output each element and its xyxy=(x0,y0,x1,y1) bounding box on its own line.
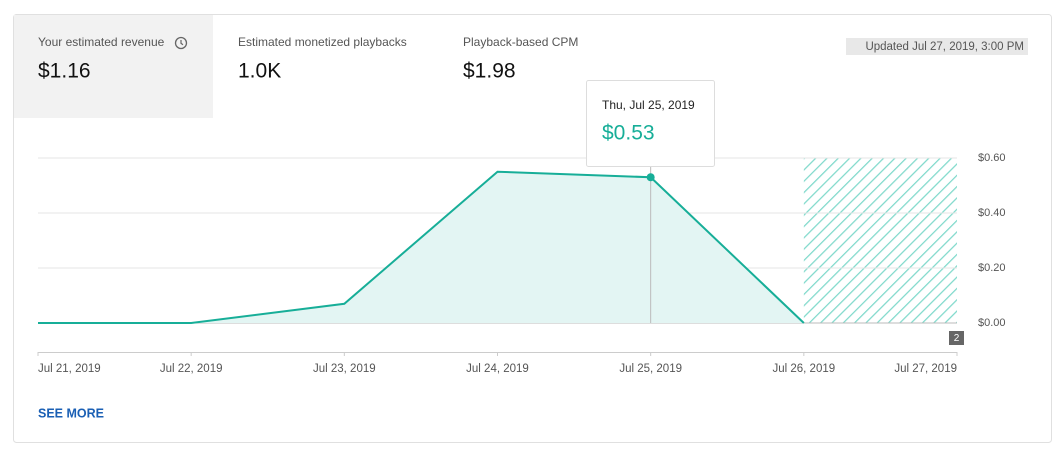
badge-text: 2 xyxy=(954,333,960,344)
clock-hand xyxy=(180,40,184,46)
metric-value: 1.0K xyxy=(238,60,281,83)
x-tick-label: Jul 23, 2019 xyxy=(313,363,376,375)
metric-label: Estimated monetized playbacks xyxy=(238,35,407,49)
see-more-link[interactable]: SEE MORE xyxy=(38,406,104,420)
metric-label: Your estimated revenue xyxy=(38,35,165,49)
x-tick-label: Jul 21, 2019 xyxy=(38,363,101,375)
metric-value: $1.98 xyxy=(463,60,516,83)
y-tick-label: $0.00 xyxy=(978,317,1006,329)
x-tick-label: Jul 22, 2019 xyxy=(160,363,223,375)
x-tick-label: Jul 26, 2019 xyxy=(772,363,835,375)
incomplete-data-region xyxy=(803,158,957,323)
y-tick-label: $0.20 xyxy=(978,262,1006,274)
metric-value: $1.16 xyxy=(38,60,91,83)
area xyxy=(38,171,804,323)
y-tick-label: $0.60 xyxy=(978,152,1006,164)
updated-label: Updated Jul 27, 2019, 3:00 PM xyxy=(865,41,1024,53)
x-tick-label: Jul 27, 2019 xyxy=(894,363,957,375)
y-tick-label: $0.40 xyxy=(978,207,1006,219)
clock-icon xyxy=(174,36,188,50)
hover-point xyxy=(646,173,655,182)
x-tick-label: Jul 25, 2019 xyxy=(619,363,682,375)
badge xyxy=(949,331,964,345)
line xyxy=(38,170,805,324)
updated-bg xyxy=(846,38,1028,55)
metric-label: Playback-based CPM xyxy=(463,35,578,49)
x-tick-label: Jul 24, 2019 xyxy=(466,363,529,375)
tooltip-value: $0.53 xyxy=(602,122,655,145)
selected-metric[interactable] xyxy=(14,15,213,118)
tooltip xyxy=(586,80,715,167)
tooltip-title: Thu, Jul 25, 2019 xyxy=(602,98,695,112)
